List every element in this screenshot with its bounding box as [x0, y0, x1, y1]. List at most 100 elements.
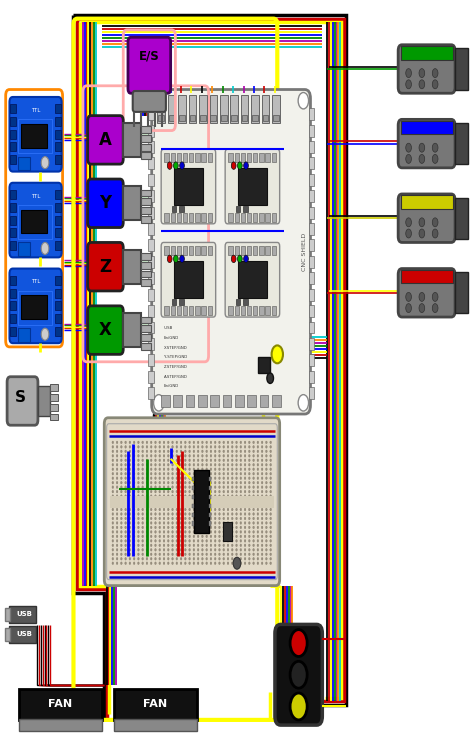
Circle shape — [253, 463, 255, 466]
Circle shape — [231, 530, 233, 533]
Circle shape — [253, 517, 255, 520]
Circle shape — [155, 544, 156, 547]
Circle shape — [206, 504, 208, 507]
Circle shape — [125, 504, 127, 507]
Bar — [309, 190, 314, 202]
Circle shape — [223, 535, 225, 538]
Circle shape — [193, 450, 195, 453]
Circle shape — [231, 454, 233, 457]
Circle shape — [120, 544, 122, 547]
Circle shape — [125, 486, 127, 489]
Circle shape — [219, 557, 220, 560]
Circle shape — [240, 508, 242, 511]
Circle shape — [261, 495, 263, 498]
Circle shape — [167, 472, 169, 475]
Circle shape — [240, 504, 242, 507]
Bar — [401, 46, 453, 60]
Circle shape — [244, 468, 246, 471]
Circle shape — [142, 463, 144, 466]
Circle shape — [257, 544, 259, 547]
Circle shape — [163, 504, 165, 507]
Circle shape — [219, 468, 220, 471]
Circle shape — [184, 539, 186, 542]
Circle shape — [142, 495, 144, 498]
Circle shape — [133, 517, 135, 520]
Circle shape — [244, 539, 246, 542]
Circle shape — [214, 495, 216, 498]
Circle shape — [142, 557, 144, 560]
Circle shape — [197, 486, 199, 489]
Circle shape — [236, 441, 237, 444]
Bar — [189, 246, 193, 255]
Circle shape — [248, 499, 250, 502]
Circle shape — [227, 544, 229, 547]
Circle shape — [189, 513, 191, 515]
Circle shape — [240, 557, 242, 560]
Circle shape — [219, 548, 220, 551]
Circle shape — [150, 535, 152, 538]
Bar — [309, 108, 314, 120]
FancyBboxPatch shape — [128, 37, 171, 93]
Circle shape — [219, 553, 220, 556]
Bar — [209, 504, 211, 508]
Circle shape — [146, 553, 148, 556]
Circle shape — [180, 539, 182, 542]
Bar — [21, 124, 47, 148]
Circle shape — [189, 526, 191, 529]
Circle shape — [214, 513, 216, 515]
Circle shape — [257, 499, 259, 502]
Circle shape — [257, 530, 259, 533]
Circle shape — [189, 548, 191, 551]
Circle shape — [155, 504, 156, 507]
Circle shape — [210, 521, 212, 524]
Circle shape — [193, 504, 195, 507]
Circle shape — [112, 535, 114, 538]
Circle shape — [270, 468, 272, 471]
Circle shape — [116, 513, 118, 515]
Text: E/S: E/S — [139, 50, 160, 63]
Circle shape — [120, 441, 122, 444]
Circle shape — [189, 477, 191, 480]
Bar — [455, 272, 468, 313]
Bar — [259, 246, 264, 255]
Circle shape — [265, 481, 267, 484]
Bar — [201, 213, 206, 222]
Bar — [208, 153, 212, 162]
Circle shape — [146, 499, 148, 502]
FancyBboxPatch shape — [9, 269, 62, 343]
Circle shape — [116, 557, 118, 560]
Circle shape — [172, 553, 173, 556]
Circle shape — [261, 526, 263, 529]
Circle shape — [210, 441, 212, 444]
Circle shape — [265, 490, 267, 493]
Circle shape — [248, 562, 250, 565]
Bar — [141, 342, 151, 349]
Circle shape — [172, 468, 173, 471]
Bar — [21, 295, 47, 319]
Circle shape — [146, 454, 148, 457]
Circle shape — [236, 521, 237, 524]
Circle shape — [112, 459, 114, 462]
Circle shape — [257, 539, 259, 542]
Circle shape — [163, 490, 165, 493]
Bar — [10, 203, 16, 212]
Circle shape — [227, 504, 229, 507]
Circle shape — [159, 513, 161, 515]
Circle shape — [240, 539, 242, 542]
Circle shape — [116, 468, 118, 471]
Circle shape — [223, 539, 225, 542]
Bar — [223, 395, 231, 407]
Circle shape — [219, 539, 220, 542]
Bar — [309, 157, 314, 169]
Circle shape — [129, 477, 131, 480]
FancyBboxPatch shape — [275, 624, 322, 725]
Circle shape — [150, 562, 152, 565]
Bar — [55, 241, 61, 250]
Circle shape — [270, 513, 272, 515]
Circle shape — [193, 481, 195, 484]
Circle shape — [150, 513, 152, 515]
Circle shape — [219, 508, 220, 511]
Circle shape — [236, 463, 237, 466]
Circle shape — [201, 472, 203, 475]
Bar — [260, 395, 268, 407]
